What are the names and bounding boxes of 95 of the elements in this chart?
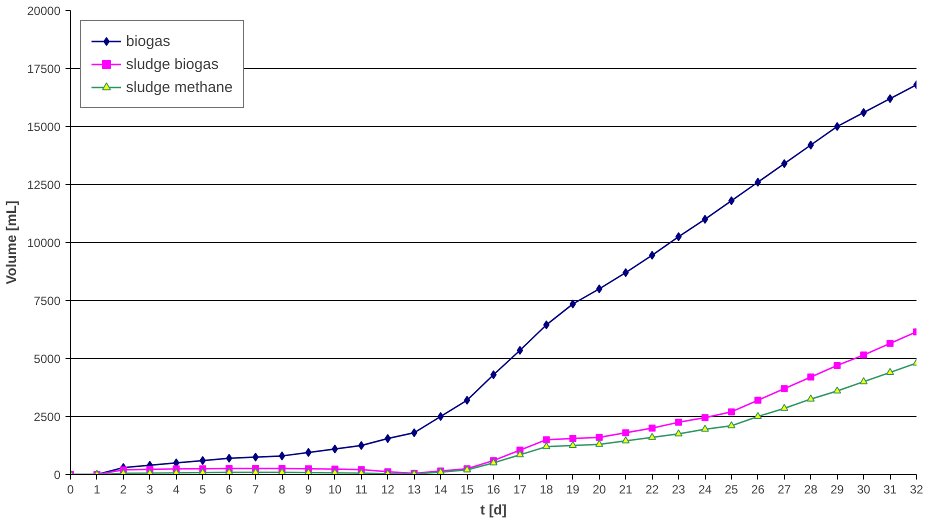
- point: [701, 424, 709, 432]
- point: [648, 424, 656, 432]
- point: [543, 320, 550, 330]
- point: [568, 440, 577, 448]
- point: [542, 442, 550, 450]
- point: [886, 340, 894, 347]
- x-tick-label: 3: [146, 482, 154, 496]
- point: [622, 429, 630, 436]
- point: [833, 386, 842, 394]
- point: [252, 452, 259, 462]
- x-tick-label: 18: [540, 482, 554, 496]
- point: [437, 412, 444, 421]
- y-tick-label: 20000: [27, 4, 61, 18]
- x-tick-label: 23: [672, 482, 686, 496]
- point: [226, 454, 232, 463]
- point: [886, 94, 894, 104]
- x-tick-label: 9: [305, 482, 312, 496]
- x-tick-label: 32: [910, 482, 924, 496]
- x-tick-label: 8: [278, 482, 286, 496]
- x-tick-label: 24: [698, 482, 712, 496]
- point: [886, 368, 894, 375]
- point: [675, 232, 682, 242]
- point: [780, 404, 788, 411]
- point: [569, 435, 576, 442]
- point: [622, 436, 630, 444]
- point: [464, 396, 470, 405]
- point: [860, 352, 868, 359]
- point: [278, 451, 286, 460]
- x-tick-label: 30: [856, 482, 871, 496]
- legend-label: sludge biogas: [126, 56, 219, 72]
- point: [358, 441, 364, 450]
- point: [754, 178, 762, 187]
- point: [516, 450, 524, 458]
- point: [596, 434, 603, 441]
- y-tick-label: 7500: [34, 294, 61, 308]
- legend-label: biogas: [126, 32, 170, 50]
- y-tick-label: 12500: [27, 178, 61, 192]
- point: [702, 414, 708, 422]
- x-tick-label: 11: [355, 482, 368, 496]
- x-tick-label: 20: [592, 482, 606, 496]
- x-tick-label: 26: [751, 482, 765, 496]
- x-axis-title: t [d]: [480, 502, 507, 518]
- point: [516, 346, 524, 355]
- point: [595, 440, 604, 447]
- point: [754, 396, 762, 404]
- x-tick-label: 1: [94, 482, 101, 496]
- x-tick-label: 0: [67, 482, 74, 496]
- point: [860, 377, 868, 384]
- y-tick-label: 0: [54, 468, 61, 482]
- point: [834, 362, 841, 369]
- point: [675, 418, 682, 426]
- y-tick-label: 15000: [27, 120, 61, 134]
- point: [674, 429, 683, 436]
- y-axis-title: Volume [mL]: [3, 200, 20, 284]
- y-tick-label: 5000: [34, 352, 61, 366]
- point: [728, 408, 735, 416]
- y-tick-label: 17500: [27, 62, 61, 76]
- x-tick-label: 29: [830, 482, 844, 496]
- point: [542, 436, 550, 444]
- x-tick-label: 15: [460, 482, 474, 496]
- x-tick-label: 7: [252, 482, 260, 496]
- x-tick-label: 21: [619, 482, 633, 496]
- x-tick-label: 12: [381, 482, 395, 496]
- x-tick-label: 17: [513, 482, 527, 496]
- x-tick-label: 25: [724, 482, 738, 496]
- x-tick-label: 27: [778, 482, 792, 496]
- point: [490, 370, 497, 380]
- x-tick-label: 5: [199, 482, 206, 496]
- point: [728, 196, 735, 206]
- legend-label: sludge methane: [126, 78, 233, 96]
- point: [305, 448, 312, 457]
- point: [806, 394, 815, 402]
- y-tick-label: 2500: [34, 410, 61, 424]
- x-tick-label: 19: [566, 482, 580, 496]
- x-tick-label: 28: [804, 482, 818, 496]
- x-tick-label: 6: [226, 482, 233, 496]
- point: [807, 374, 814, 381]
- x-tick-label: 13: [408, 482, 422, 496]
- x-tick-label: 14: [434, 482, 448, 496]
- x-tick-label: 16: [486, 482, 500, 496]
- x-tick-label: 4: [172, 482, 180, 496]
- point: [648, 432, 656, 440]
- point: [648, 250, 656, 260]
- x-tick-label: 10: [328, 482, 342, 496]
- y-tick-label: 10000: [27, 236, 61, 250]
- point: [702, 214, 708, 224]
- x-tick-label: 2: [120, 482, 128, 496]
- point: [754, 412, 762, 420]
- point: [727, 421, 736, 428]
- point: [332, 444, 338, 454]
- point: [834, 122, 840, 131]
- x-tick-label: 31: [883, 482, 898, 496]
- point: [780, 385, 788, 392]
- x-tick-label: 22: [645, 482, 660, 496]
- point: [860, 108, 867, 118]
